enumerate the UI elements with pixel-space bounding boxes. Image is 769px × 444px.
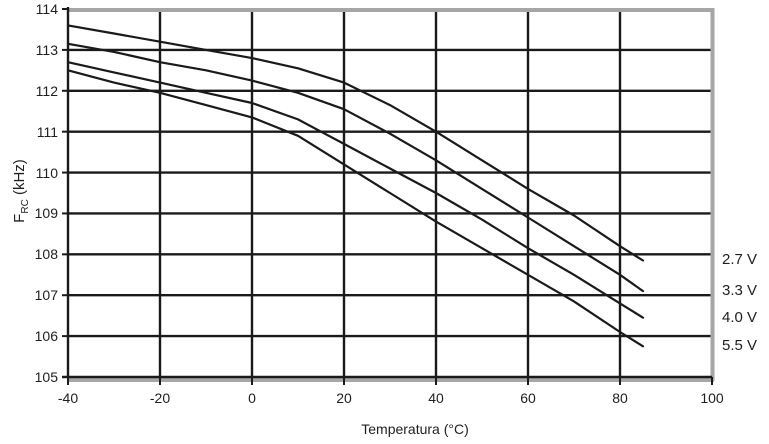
curve-2.7v [66, 24, 645, 262]
legend-label-3.3v: 3.3 V [722, 282, 758, 300]
y-tick-label: 106 [34, 328, 58, 345]
y-tick-label: 107 [34, 287, 58, 304]
x-tick-label: 80 [612, 390, 628, 406]
y-axis-title: FRC (kHz) [11, 159, 31, 223]
x-tick-label: 60 [520, 390, 536, 406]
x-tick-label: 20 [336, 390, 352, 406]
x-tick-label: 40 [428, 390, 444, 406]
x-axis-title: Temperatura (°C) [361, 421, 469, 437]
curve-5.5v [66, 69, 645, 348]
y-tick-label: 111 [36, 123, 58, 140]
legend-label-5.5v: 5.5 V [722, 337, 758, 355]
y-tick-label: 105 [34, 369, 58, 385]
x-tick-label: 100 [700, 390, 724, 406]
y-tick-label: 113 [35, 41, 58, 58]
legend-label-2.7v: 2.7 V [722, 251, 758, 269]
y-tick-label: 110 [35, 164, 58, 181]
y-tick-label: 112 [35, 82, 58, 99]
y-tick-label: 114 [35, 1, 58, 17]
legend-label-4.0v: 4.0 V [722, 308, 758, 326]
x-tick-label: -20 [149, 390, 171, 406]
y-tick-label: 108 [34, 246, 58, 263]
curve-4.0v [66, 61, 645, 319]
x-tick-label: 0 [248, 390, 256, 406]
y-tick-label: 109 [34, 205, 58, 222]
x-tick-label: -40 [57, 390, 79, 406]
curve-3.3v [66, 42, 645, 293]
